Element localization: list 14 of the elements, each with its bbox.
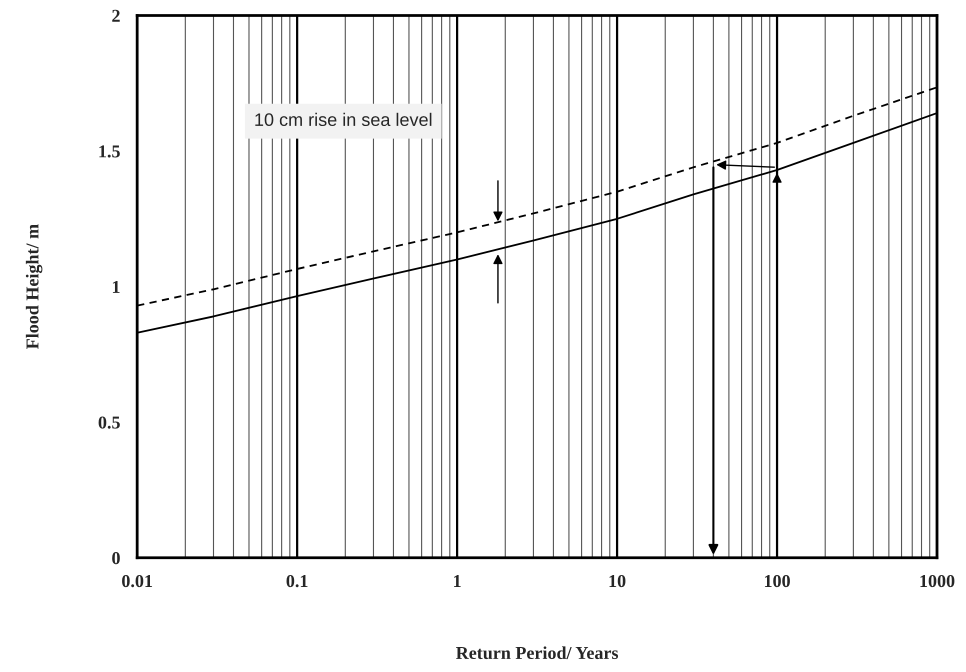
x-axis-title: Return Period/ Years — [456, 646, 618, 660]
y-tick-label: 0 — [112, 552, 120, 564]
x-tick-label: 1000 — [920, 574, 954, 588]
y-axis-title: Flood Height/ m — [26, 224, 42, 349]
y-tick-label: 1.5 — [99, 145, 120, 158]
annotation: 10 cm rise in sea level — [255, 112, 432, 126]
x-tick-label: 0.01 — [122, 574, 152, 588]
x-tick-label: 100 — [764, 574, 790, 588]
x-tick-label: 0.1 — [286, 574, 308, 588]
y-tick-label: 1 — [112, 280, 120, 293]
x-tick-label: 1 — [454, 575, 461, 587]
y-tick-label: 2 — [112, 10, 120, 22]
x-tick-label: 10 — [610, 574, 626, 588]
y-tick-label: 0.5 — [98, 416, 120, 429]
